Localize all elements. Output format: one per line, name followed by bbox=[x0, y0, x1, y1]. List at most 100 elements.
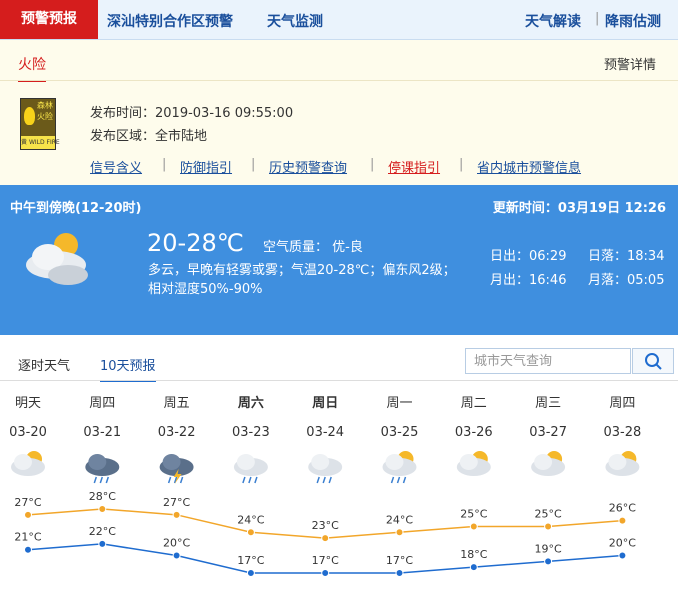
high-point bbox=[98, 505, 107, 513]
rain-drop bbox=[173, 476, 178, 484]
divider bbox=[0, 380, 678, 381]
rain-drop bbox=[390, 476, 395, 484]
search-input[interactable]: 城市天气查询 bbox=[465, 348, 631, 374]
moonset: 月落：05:05 bbox=[588, 273, 665, 288]
value: 优-良 bbox=[332, 240, 363, 255]
moonrise: 月出：16:46 bbox=[490, 273, 567, 288]
badge-footer: 黄 WILD FIRE bbox=[21, 136, 60, 149]
rain-drop bbox=[242, 476, 246, 484]
day-name: 周三 bbox=[535, 396, 561, 411]
low-label: 19°C bbox=[535, 542, 562, 555]
bolt bbox=[173, 469, 182, 484]
day-name: 周四 bbox=[89, 396, 115, 411]
forecast-chart: 明天 03-20 周四 03-21 周五 03-22 周六 03-23 周日 03-24 周一 03-… bbox=[9, 395, 641, 577]
nav-bar: 预警预报 深汕特别合作区预警 天气监测 天气解读 | 降雨估测 bbox=[0, 0, 678, 40]
low-point bbox=[321, 569, 330, 577]
weather-icon bbox=[233, 454, 268, 484]
day-date: 03-23 bbox=[232, 425, 270, 440]
value: 全市陆地 bbox=[155, 129, 208, 144]
rain-drop bbox=[179, 476, 184, 484]
nav-link[interactable]: 天气监测 bbox=[267, 14, 323, 30]
weather-icon bbox=[605, 451, 640, 476]
detail-link[interactable]: 预警详情 bbox=[603, 58, 656, 73]
warning-link[interactable]: 防御指引 bbox=[180, 161, 233, 176]
nav-link[interactable]: 天气解读 bbox=[525, 14, 581, 30]
separator: | bbox=[595, 11, 600, 26]
badge-text: 森林 bbox=[37, 101, 53, 110]
badge-text: 火险 bbox=[37, 112, 53, 121]
low-label: 17°C bbox=[237, 554, 264, 567]
day-date: 03-25 bbox=[381, 425, 419, 440]
cloud bbox=[608, 454, 627, 470]
tab-active[interactable]: 10天预报 bbox=[100, 355, 156, 382]
day-name: 周二 bbox=[461, 396, 487, 411]
high-label: 24°C bbox=[237, 513, 264, 526]
low-point bbox=[544, 557, 553, 566]
fire-badge: 森林 火险 黄 WILD FIRE bbox=[20, 98, 60, 150]
sunrise: 日出：06:29 bbox=[490, 249, 567, 264]
high-label: 25°C bbox=[460, 507, 487, 520]
high-label: 27°C bbox=[14, 496, 41, 509]
warning-link[interactable]: 信号含义 bbox=[90, 161, 143, 176]
cloud bbox=[14, 454, 32, 470]
value: 2019-03-16 09:55:00 bbox=[155, 106, 294, 121]
day-date: 03-20 bbox=[9, 425, 47, 440]
warning-link[interactable]: 停课指引 bbox=[388, 161, 441, 176]
warning-link[interactable]: 历史预警查询 bbox=[269, 161, 348, 176]
weather-icon bbox=[308, 454, 343, 484]
day-date: 03-27 bbox=[529, 425, 567, 440]
high-point bbox=[24, 510, 32, 519]
day-date: 03-21 bbox=[83, 425, 121, 440]
separator: | bbox=[459, 157, 464, 172]
nav-active[interactable]: 预警预报 bbox=[0, 0, 98, 39]
sunset: 日落：18:34 bbox=[588, 249, 665, 264]
divider bbox=[0, 80, 678, 81]
weather-icon bbox=[456, 451, 491, 476]
rain-drop bbox=[402, 476, 407, 484]
cloud bbox=[162, 454, 181, 470]
weather-icon bbox=[85, 454, 120, 484]
rain-drop bbox=[328, 476, 332, 484]
high-label: 26°C bbox=[609, 502, 636, 515]
issue-time: 发布时间：2019-03-16 09:55:00 bbox=[90, 102, 293, 121]
day-name: 周五 bbox=[164, 396, 190, 411]
cloud bbox=[311, 454, 330, 470]
description: 多云，早晚有轻雾或雾；气温20-28℃；偏东风2级； bbox=[148, 263, 456, 278]
search-icon bbox=[645, 353, 662, 370]
low-label: 20°C bbox=[163, 537, 190, 550]
issue-area: 发布区域：全市陆地 bbox=[90, 125, 207, 144]
cloud bbox=[236, 454, 255, 470]
weather-icon bbox=[159, 454, 194, 484]
high-label: 24°C bbox=[386, 513, 413, 526]
low-label: 18°C bbox=[460, 548, 487, 561]
rain-drop bbox=[167, 476, 172, 484]
high-label: 27°C bbox=[163, 496, 190, 509]
day-name: 周四 bbox=[609, 396, 635, 411]
rain-drop bbox=[105, 476, 110, 484]
day-name: 周一 bbox=[386, 396, 412, 411]
day-name: 周日 bbox=[312, 396, 338, 411]
tab[interactable]: 逐时天气 bbox=[18, 359, 71, 374]
low-point bbox=[618, 551, 627, 560]
nav-link[interactable]: 深汕特别合作区预警 bbox=[107, 14, 233, 30]
low-point bbox=[395, 569, 404, 577]
weather-icon bbox=[11, 451, 45, 476]
day-name: 明天 bbox=[15, 396, 41, 411]
low-label: 17°C bbox=[312, 554, 339, 567]
separator: | bbox=[162, 157, 167, 172]
warning-link[interactable]: 省内城市预警信息 bbox=[477, 161, 582, 176]
weather-icon bbox=[531, 451, 566, 476]
search-button[interactable] bbox=[632, 348, 674, 374]
high-label: 28°C bbox=[89, 490, 116, 503]
warning-tab[interactable]: 火险 bbox=[18, 54, 46, 82]
nav-link[interactable]: 降雨估测 bbox=[605, 14, 661, 30]
low-point bbox=[24, 545, 32, 554]
high-point bbox=[321, 534, 330, 543]
separator: | bbox=[370, 157, 375, 172]
label: 发布时间： bbox=[90, 106, 156, 121]
low-label: 22°C bbox=[89, 525, 116, 538]
day-date: 03-26 bbox=[455, 425, 493, 440]
high-point bbox=[544, 522, 553, 531]
period: 中午到傍晚(12-20时) bbox=[10, 201, 142, 216]
